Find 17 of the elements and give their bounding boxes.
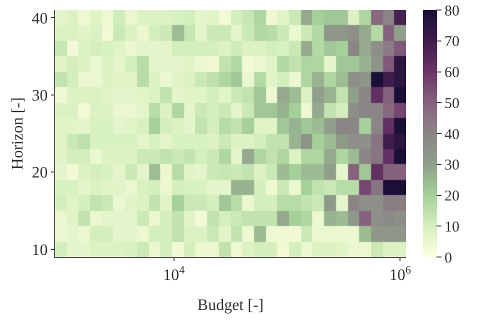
color-bar-label: 20 [444, 188, 460, 204]
color-bar-label: 50 [444, 96, 460, 112]
x-tick-label: 10$^{4}$ [163, 264, 186, 284]
y-tick-label: 30 [32, 88, 48, 105]
color-bar-label: 80 [444, 3, 460, 20]
color-bar-label: 60 [444, 65, 460, 81]
color-bar-label: 70 [444, 34, 460, 50]
color-bar-label: 0 [444, 250, 452, 266]
y-axis-title: Horizon [-] [10, 97, 27, 170]
x-axis-title: Budget [-] [197, 296, 264, 314]
y-tick-label: 20 [32, 164, 48, 182]
color-bar-label: 30 [444, 158, 460, 174]
y-tick-label: 10 [32, 242, 48, 259]
y-tick-label: 40 [32, 10, 48, 28]
color-bar-label: 40 [444, 126, 460, 143]
color-bar-label: 10 [444, 219, 460, 236]
x-tick-label: 10$^{6}$ [389, 264, 412, 284]
